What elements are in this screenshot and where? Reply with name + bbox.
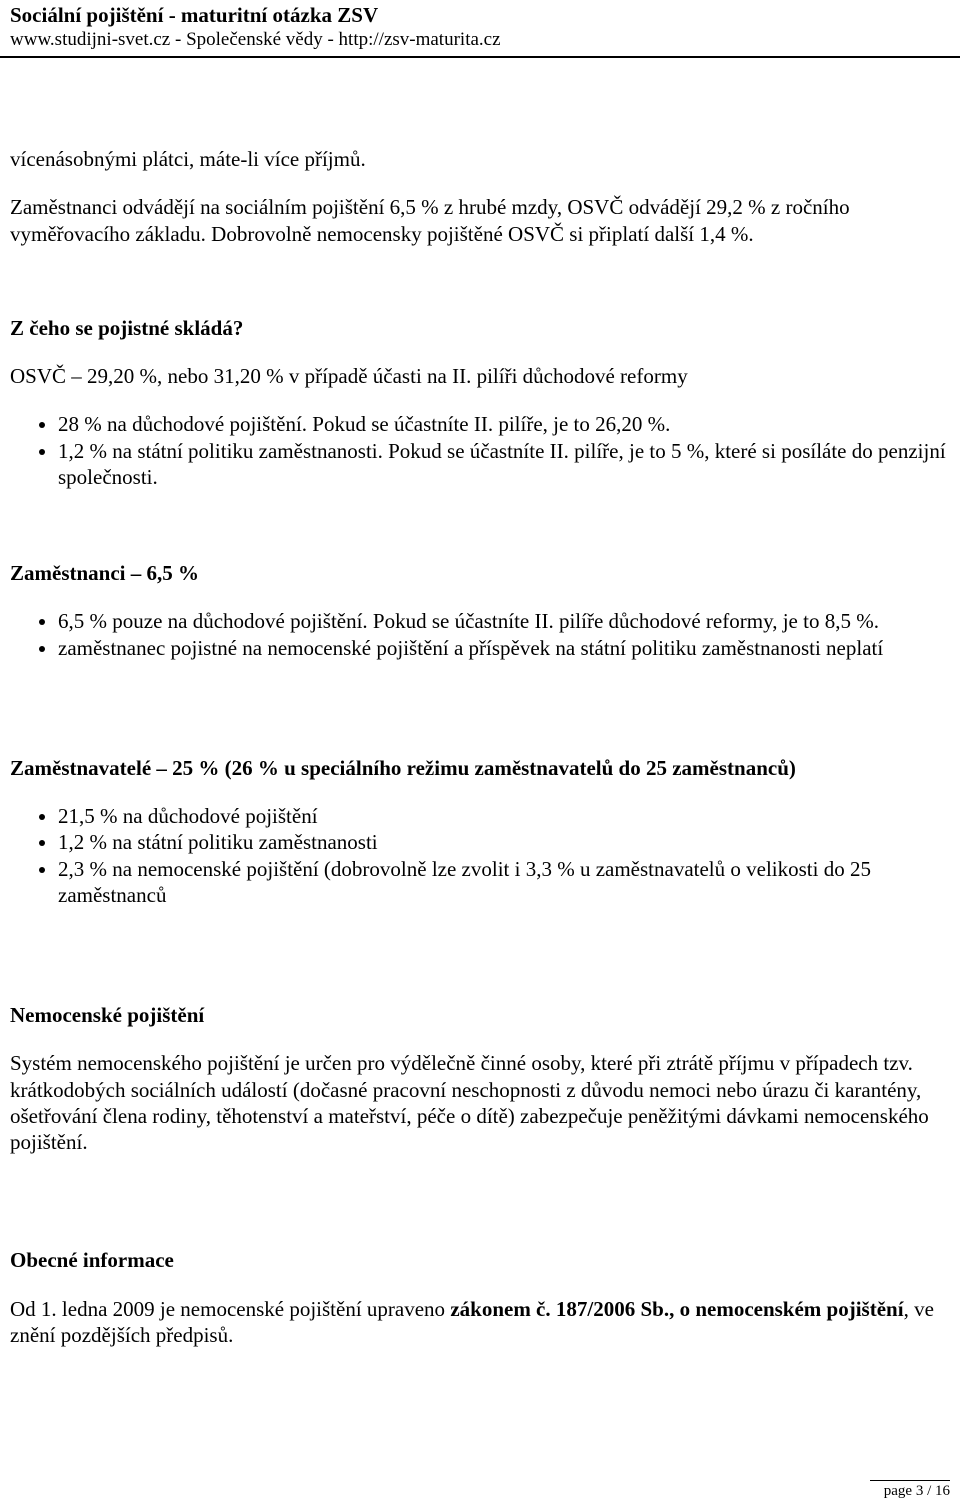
- section-heading: Zaměstnavatelé – 25 % (26 % u speciálníh…: [10, 755, 950, 781]
- section-heading: Obecné informace: [10, 1247, 950, 1273]
- section-heading: Nemocenské pojištění: [10, 1002, 950, 1028]
- intro-paragraph-1: vícenásobnými plátci, máte-li více příjm…: [10, 146, 950, 172]
- text-run-bold: zákonem č. 187/2006 Sb., o nemocenském p…: [450, 1297, 903, 1321]
- list-item: 1,2 % na státní politiku zaměstnanosti: [58, 829, 950, 855]
- section1-bullets: 28 % na důchodové pojištění. Pokud se úč…: [10, 411, 950, 490]
- page-footer: page 3 / 16: [870, 1480, 950, 1500]
- section1-paragraph: OSVČ – 29,20 %, nebo 31,20 % v případě ú…: [10, 363, 950, 389]
- header-subtitle: www.studijni-svet.cz - Společenské vědy …: [10, 28, 950, 52]
- section-heading: Zaměstnanci – 6,5 %: [10, 560, 950, 586]
- section5-paragraph: Od 1. ledna 2009 je nemocenské pojištění…: [10, 1296, 950, 1349]
- list-item: 28 % na důchodové pojištění. Pokud se úč…: [58, 411, 950, 437]
- section3-bullets: 21,5 % na důchodové pojištění 1,2 % na s…: [10, 803, 950, 908]
- section-heading: Z čeho se pojistné skládá?: [10, 315, 950, 341]
- list-item: 21,5 % na důchodové pojištění: [58, 803, 950, 829]
- list-item: zaměstnanec pojistné na nemocenské pojiš…: [58, 635, 950, 661]
- list-item: 1,2 % na státní politiku zaměstnanosti. …: [58, 438, 950, 491]
- text-run: Od 1. ledna 2009 je nemocenské pojištění…: [10, 1297, 450, 1321]
- page-content: vícenásobnými plátci, máte-li více příjm…: [0, 58, 960, 1348]
- section4-paragraph: Systém nemocenského pojištění je určen p…: [10, 1050, 950, 1155]
- document-page: Sociální pojištění - maturitní otázka ZS…: [0, 0, 960, 1508]
- page-number: page 3 / 16: [884, 1483, 950, 1499]
- header-title: Sociální pojištění - maturitní otázka ZS…: [10, 2, 950, 28]
- list-item: 6,5 % pouze na důchodové pojištění. Poku…: [58, 608, 950, 634]
- section2-bullets: 6,5 % pouze na důchodové pojištění. Poku…: [10, 608, 950, 661]
- list-item: 2,3 % na nemocenské pojištění (dobrovoln…: [58, 856, 950, 909]
- intro-paragraph-2: Zaměstnanci odvádějí na sociálním pojišt…: [10, 194, 950, 247]
- page-header: Sociální pojištění - maturitní otázka ZS…: [0, 0, 960, 58]
